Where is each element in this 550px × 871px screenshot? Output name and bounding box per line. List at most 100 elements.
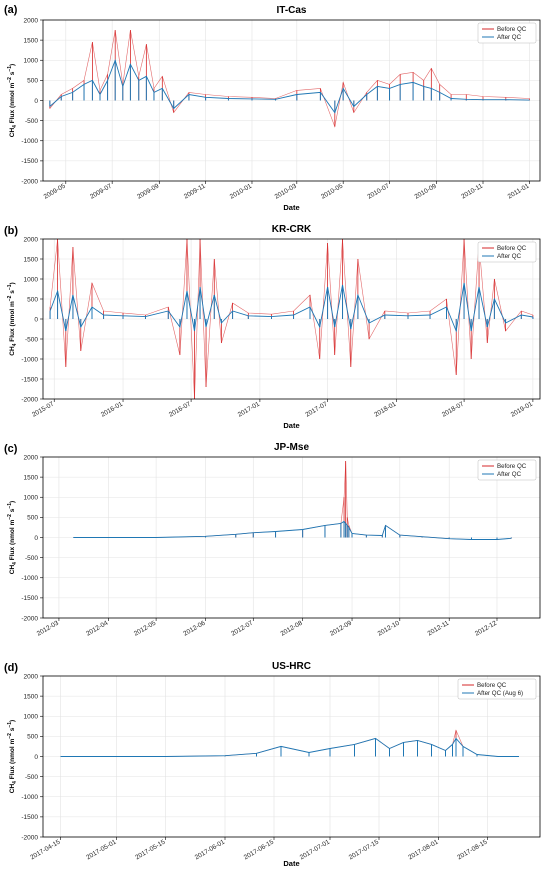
x-tick-label: 2017-05-15: [134, 838, 167, 861]
y-axis-label-part: s: [9, 290, 16, 296]
y-tick-label: -2000: [21, 178, 38, 185]
chart-panel-1: (b) KR-CRK -2000 -1500 -1000 -500 0 500 1000 1500…: [4, 224, 541, 430]
legend-box: [457, 678, 537, 700]
y-axis-label-part: −2: [7, 77, 13, 83]
y-tick-label: -500: [25, 336, 38, 343]
y-tick-label: -1500: [21, 158, 38, 165]
after-qc-line: [49, 282, 533, 333]
x-tick-label: 2017-07-15: [348, 838, 381, 861]
x-axis-label: Date: [283, 203, 299, 212]
y-tick-label: -1500: [21, 814, 38, 821]
x-tick-label: 2018-07: [441, 400, 465, 418]
y-axis-label-part: 4: [12, 343, 18, 346]
legend-label-after: After QC: [497, 34, 522, 41]
y-axis-label-part: 4: [12, 781, 18, 784]
x-tick-label: 2012-10: [377, 619, 401, 637]
y-tick-label: -1000: [21, 575, 38, 582]
legend-label-after: After QC: [497, 253, 522, 260]
y-axis-label-part: s: [9, 508, 16, 514]
x-tick-label: 2010-09: [413, 182, 437, 200]
y-axis-label-part: −2: [7, 295, 13, 301]
y-tick-label: 1500: [24, 693, 39, 700]
y-tick-label: -500: [25, 118, 38, 125]
y-axis-label-part: 4: [12, 125, 18, 128]
x-tick-label: 2012-06: [182, 619, 206, 637]
x-tick-label: 2012-07: [230, 619, 254, 637]
before-qc-line: [73, 460, 512, 540]
x-tick-label: 2018-01: [373, 400, 397, 418]
y-tick-label: 1500: [24, 256, 39, 263]
x-tick-label: 2009-11: [183, 182, 207, 200]
x-tick-label: 2012-03: [36, 619, 60, 637]
panel-letter: (c): [4, 443, 18, 455]
y-axis-label-part: CH: [9, 128, 16, 138]
x-tick-label: 2017-01: [237, 400, 261, 418]
y-tick-label: 0: [34, 98, 38, 105]
y-axis-label-part: CH: [9, 565, 16, 575]
y-tick-label: 2000: [24, 236, 39, 243]
x-tick-label: 2017-04-15: [29, 838, 62, 861]
legend-box: [477, 459, 537, 481]
y-tick-label: -2000: [21, 834, 38, 841]
x-tick-label: 2017-05-01: [85, 838, 118, 861]
x-axis-label: Date: [283, 859, 299, 868]
x-tick-label: 2019-01: [510, 400, 534, 418]
x-tick-label: 2017-07: [304, 400, 328, 418]
x-tick-label: 2017-08-15: [456, 838, 489, 861]
chart-title: IT-Cas: [276, 5, 306, 16]
y-axis-label-part: −2: [7, 514, 13, 520]
legend-box: [477, 241, 537, 263]
x-tick-label: 2009-07: [89, 182, 113, 200]
x-tick-label: 2012-09: [329, 619, 353, 637]
x-tick-label: 2017-06-15: [243, 838, 276, 861]
legend-label-before: Before QC: [497, 245, 527, 252]
x-tick-label: 2009-05: [43, 182, 67, 200]
chart-title: JP-Mse: [274, 442, 309, 453]
chart-panel-0: (a) IT-Cas -2000 -1500 -1000 -500 0 500 1000 1500…: [4, 4, 541, 212]
y-axis-label: CH4 Flux (nmol m−2 s−1): [7, 64, 18, 137]
chart-panel-2: (c) JP-Mse -2000 -1500 -1000 -500 0 500 1000 1500…: [4, 442, 541, 638]
y-tick-label: 1000: [24, 58, 39, 65]
y-tick-label: 500: [27, 296, 38, 303]
y-tick-label: 500: [27, 734, 38, 741]
plot-frame: [42, 675, 541, 838]
plot-frame: [42, 456, 541, 619]
panel-letter: (b): [4, 225, 18, 237]
y-tick-label: 1000: [24, 495, 39, 502]
y-tick-label: -2000: [21, 615, 38, 622]
x-tick-label: 2010-05: [320, 182, 344, 200]
y-tick-label: 0: [34, 316, 38, 323]
plot-frame: [42, 19, 541, 182]
before-qc-line: [49, 238, 533, 400]
x-tick-label: 2012-11: [426, 619, 450, 637]
legend-box: [477, 22, 537, 44]
x-axis-label: Date: [283, 421, 299, 430]
y-axis-label-part: ): [9, 720, 16, 722]
y-axis-label-part: −1: [7, 503, 13, 509]
y-tick-label: -1000: [21, 356, 38, 363]
legend-label-before: Before QC: [477, 682, 507, 689]
x-tick-label: 2016-07: [168, 400, 192, 418]
y-tick-label: 1000: [24, 714, 39, 721]
y-axis-label-part: s: [9, 71, 16, 77]
y-axis-label-part: CH: [9, 346, 16, 356]
y-axis-label-part: Flux (nmol m: [9, 83, 16, 125]
after-qc-line: [73, 520, 512, 540]
y-tick-label: -500: [25, 774, 38, 781]
legend-label-before: Before QC: [497, 26, 527, 33]
y-axis-label-part: s: [9, 727, 16, 733]
x-tick-label: 2017-06-01: [194, 838, 227, 861]
y-axis-label-part: −2: [7, 733, 13, 739]
x-tick-label: 2017-07-01: [299, 838, 332, 861]
y-axis-label: CH4 Flux (nmol m−2 s−1): [7, 720, 18, 793]
y-tick-label: -1500: [21, 376, 38, 383]
y-tick-label: 1000: [24, 276, 39, 283]
y-axis-label: CH4 Flux (nmol m−2 s−1): [7, 501, 18, 574]
y-axis-label-part: ): [9, 282, 16, 284]
x-tick-label: 2009-09: [136, 182, 160, 200]
y-tick-label: 2000: [24, 454, 39, 461]
after-qc-line: [49, 58, 530, 114]
y-tick-label: 500: [27, 515, 38, 522]
y-axis-label-part: −1: [7, 66, 13, 72]
